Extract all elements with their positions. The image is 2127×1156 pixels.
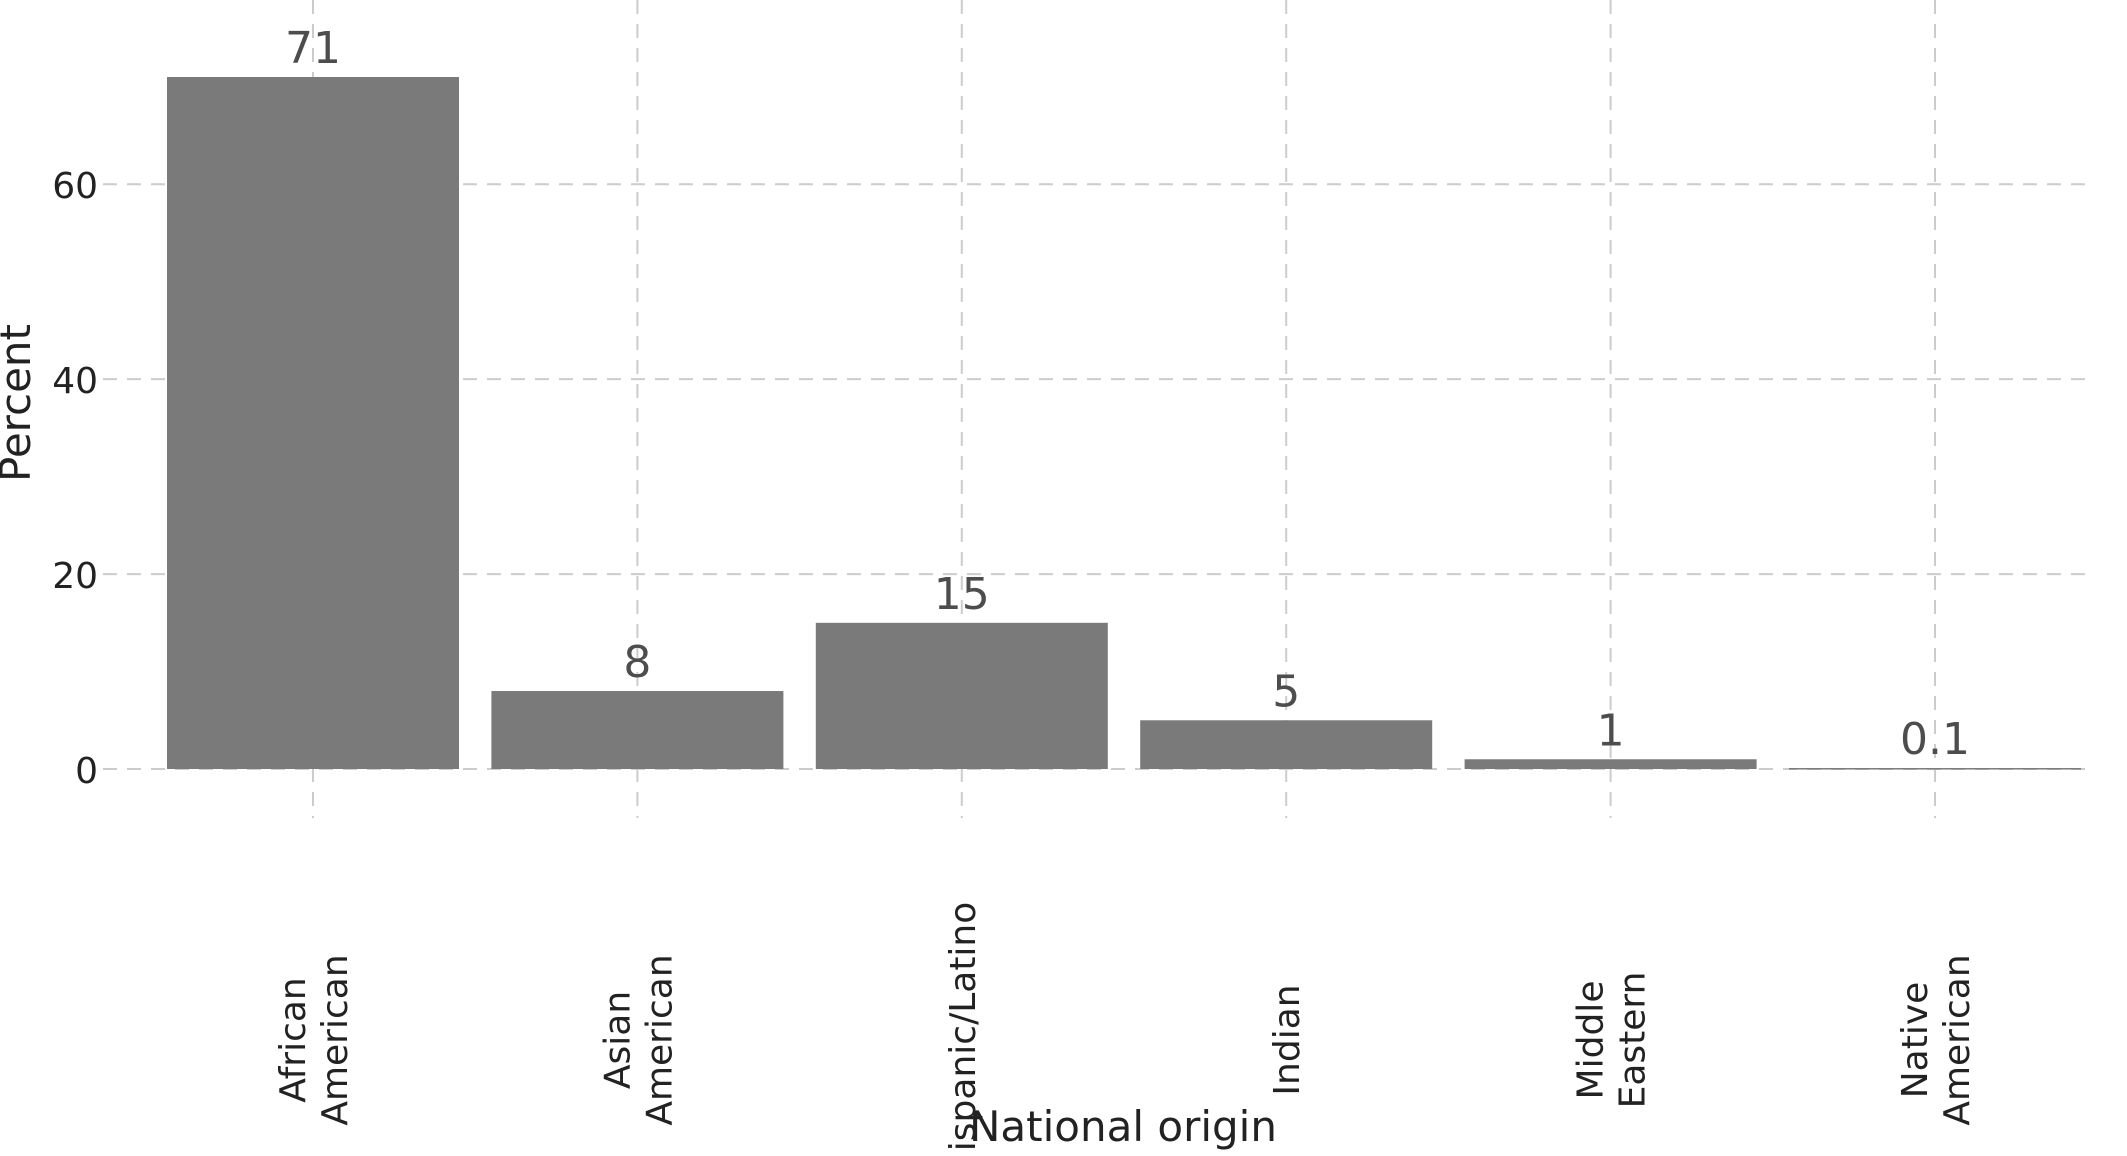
- bar-value-label: 5: [1272, 666, 1300, 717]
- x-tick-label: Hispanic/Latino: [943, 902, 984, 1156]
- x-axis-title: National origin: [969, 1102, 1277, 1151]
- x-tick-label-line: African: [273, 977, 314, 1103]
- bar: [1789, 768, 2081, 770]
- x-tick-label: Middle Eastern: [1571, 972, 1654, 1109]
- bar: [1140, 720, 1433, 769]
- x-axis-ticks: African American Asian American Hispanic/Lat…: [273, 902, 1978, 1156]
- y-axis-title: Percent: [0, 324, 40, 482]
- bar-value-label: 71: [285, 23, 341, 74]
- x-tick-label-line: Middle: [1571, 981, 1612, 1100]
- bar-value-label: 0.1: [1900, 714, 1970, 765]
- y-tick-label: 0: [75, 751, 98, 792]
- bar: [167, 77, 459, 769]
- bar: [1464, 759, 1757, 769]
- bar: [815, 622, 1108, 769]
- x-tick-label: Native American: [1895, 954, 1978, 1125]
- x-tick-label-line: Hispanic/Latino: [943, 902, 984, 1152]
- x-tick-label-line: American: [315, 954, 356, 1125]
- x-tick-label-line: Eastern: [1613, 972, 1654, 1109]
- x-tick-label-line: Indian: [1267, 984, 1308, 1095]
- x-tick-label-line: Asian: [597, 991, 638, 1089]
- x-tick-label-line: Native: [1895, 982, 1936, 1099]
- x-tick-label: African American: [273, 954, 356, 1125]
- bars: [167, 77, 2081, 770]
- x-tick-label-line: American: [639, 954, 680, 1125]
- bar-value-label: 1: [1597, 705, 1625, 756]
- x-tick-label-line: American: [1937, 954, 1978, 1125]
- y-tick-label: 60: [52, 166, 98, 207]
- y-axis-ticks: 0 20 40 60: [52, 166, 98, 792]
- bar: [491, 691, 784, 769]
- data-labels: 71 8 15 5 1 0.1: [285, 23, 1970, 765]
- x-tick-label: Indian: [1267, 984, 1308, 1095]
- y-tick-label: 40: [52, 361, 98, 402]
- bar-value-label: 15: [934, 569, 990, 620]
- x-tick-label: Asian American: [597, 954, 680, 1125]
- y-tick-label: 20: [52, 556, 98, 597]
- bar-value-label: 8: [623, 637, 651, 688]
